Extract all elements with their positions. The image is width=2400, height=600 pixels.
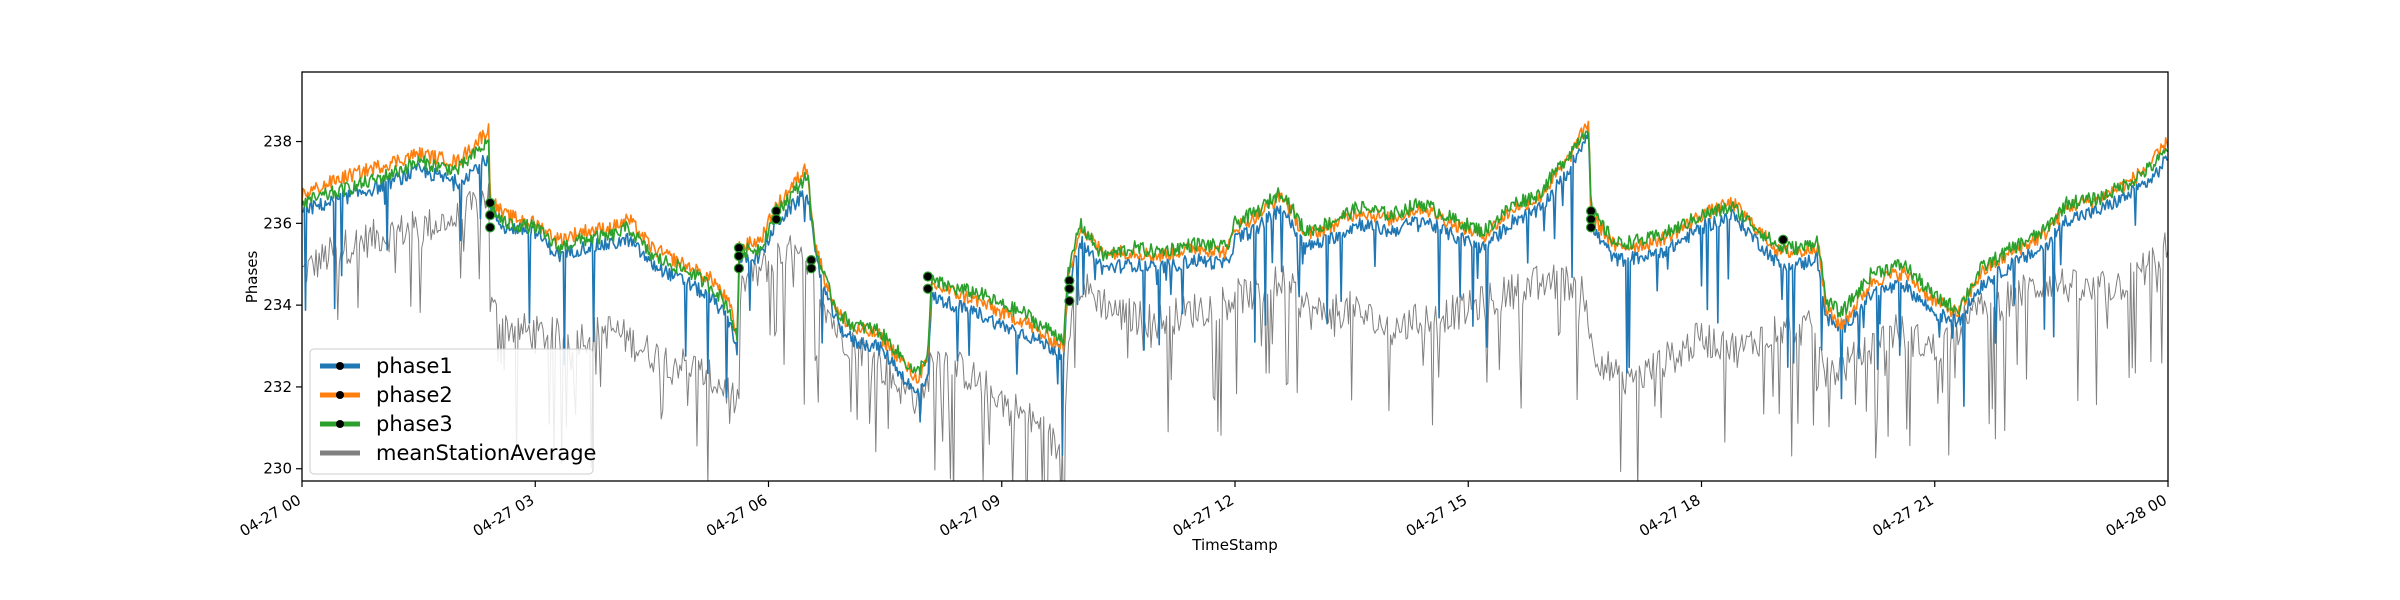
event-marker-0-2 [485, 222, 496, 233]
event-marker-2-1 [771, 214, 782, 225]
legend-entry-phase3: phase3 [320, 412, 453, 436]
y-tick-label-3: 236 [263, 214, 292, 232]
event-marker-1-2 [733, 263, 745, 274]
x-tick-label-3: 04-27 09 [936, 491, 1003, 540]
x-tick-label-6: 04-27 18 [1636, 491, 1703, 540]
legend-marker-phase1 [336, 362, 344, 370]
legend-box [309, 348, 594, 475]
x-tick-label-2: 04-27 06 [703, 491, 770, 540]
event-marker-0-0 [485, 197, 496, 208]
event-marker-5-2 [1064, 295, 1075, 307]
x-axis-label: TimeStamp [1191, 536, 1277, 554]
legend-marker-phase2 [336, 391, 344, 399]
series-layer [302, 120, 2168, 481]
x-axis: 04-27 00 04-27 03 04-27 06 04-27 09 04-27 12… [237, 481, 2170, 540]
event-marker-5-1 [1064, 283, 1075, 294]
event-marker-0-1 [485, 210, 496, 221]
x-tick-label-8: 04-28 00 [2103, 491, 2170, 540]
event-marker-4-1 [922, 283, 933, 294]
marker-layer [485, 197, 1789, 307]
series-line-meanStationAverage [302, 183, 2168, 481]
legend-label-meanStationAverage: meanStationAverage [376, 441, 596, 465]
event-marker-7-0 [1778, 234, 1789, 245]
event-marker-6-2 [1585, 222, 1597, 233]
legend-entry-phase2: phase2 [320, 383, 453, 407]
y-tick-label-2: 234 [263, 296, 292, 314]
x-tick-label-4: 04-27 12 [1170, 491, 1237, 540]
plot-area [302, 72, 2168, 481]
x-tick-label-1: 04-27 03 [470, 491, 537, 540]
legend-label-phase1: phase1 [376, 354, 453, 378]
series-line-phase3 [302, 130, 2168, 376]
event-marker-3-1 [806, 263, 817, 274]
legend-label-phase3: phase3 [376, 412, 453, 436]
event-marker-1-1 [733, 250, 745, 262]
event-marker-4-0 [922, 271, 933, 282]
y-tick-label-4: 238 [263, 133, 292, 151]
legend-entry-phase1: phase1 [320, 354, 453, 378]
legend-entry-meanStationAverage: meanStationAverage [320, 441, 596, 465]
y-axis: 230 232 234 236 238 [263, 133, 302, 478]
x-tick-label-0: 04-27 00 [237, 491, 304, 540]
legend: phase1 phase2 phase3 meanStationAverage [309, 348, 596, 475]
legend-marker-phase3 [336, 420, 344, 428]
x-tick-label-5: 04-27 15 [1403, 491, 1470, 540]
x-tick-label-7: 04-27 21 [1869, 491, 1936, 540]
y-axis-label: Phases [243, 251, 261, 304]
y-tick-label-1: 232 [263, 378, 292, 396]
legend-label-phase2: phase2 [376, 383, 453, 407]
y-tick-label-0: 230 [263, 460, 292, 478]
